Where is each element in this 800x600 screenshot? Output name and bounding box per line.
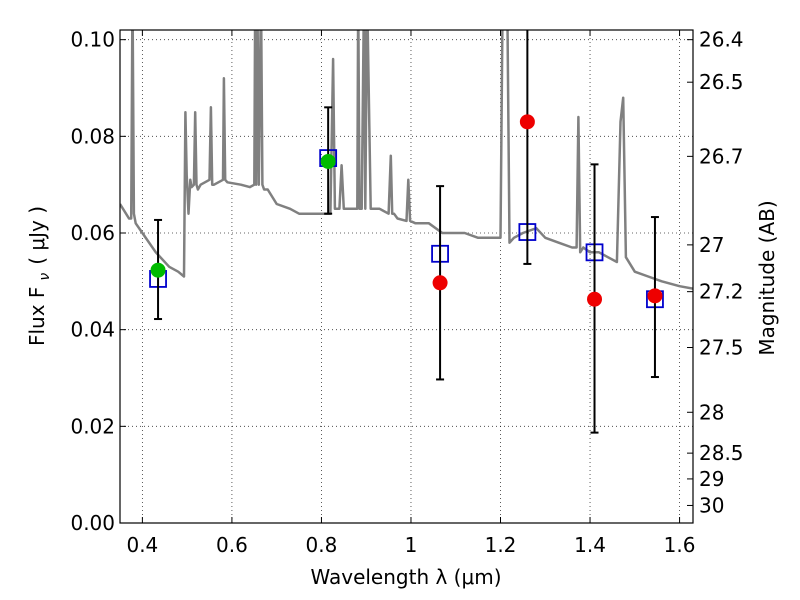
observed-photometry bbox=[150, 114, 663, 307]
observed-point bbox=[519, 114, 535, 130]
x-tick-label: 1 bbox=[405, 533, 418, 557]
plot-frame bbox=[119, 29, 694, 524]
y-tick-label: 0.06 bbox=[70, 221, 115, 245]
observed-point bbox=[150, 262, 166, 278]
spectrum-line bbox=[120, 30, 693, 290]
observed-point bbox=[320, 153, 336, 169]
y-tick-label: 0.04 bbox=[70, 318, 115, 342]
observed-point bbox=[432, 275, 448, 291]
y2-tick-label: 26.5 bbox=[699, 70, 744, 94]
observed-point bbox=[587, 291, 603, 307]
x-tick-label: 1.6 bbox=[664, 533, 696, 557]
y2-tick-label: 28.5 bbox=[699, 441, 744, 465]
y2-tick-label: 26.4 bbox=[699, 28, 744, 52]
y-axis-label-unit: ( μJy ) bbox=[25, 206, 49, 265]
x-tick-label: 1.2 bbox=[485, 533, 517, 557]
y2-tick-label: 28 bbox=[699, 400, 724, 424]
model-spectrum bbox=[120, 30, 693, 290]
y2-axis-label: Magnitude (AB) bbox=[755, 200, 779, 355]
x-axis-label: Wavelength λ (μm) bbox=[310, 565, 501, 589]
x-tick-label: 1.4 bbox=[574, 533, 606, 557]
y-tick-label: 0.02 bbox=[70, 414, 115, 438]
y2-tick-label: 30 bbox=[699, 493, 724, 517]
y-tick-label: 0.00 bbox=[70, 511, 115, 535]
y2-tick-label: 29 bbox=[699, 467, 724, 491]
y2-tick-label: 26.7 bbox=[699, 144, 744, 168]
y2-tick-label: 27 bbox=[699, 233, 724, 257]
x-tick-label: 0.4 bbox=[126, 533, 158, 557]
x-axis: 0.4 0.6 0.8 1 1.2 1.4 1.6 bbox=[126, 30, 695, 557]
x-tick-label: 0.8 bbox=[306, 533, 338, 557]
y-axis: 0.00 0.02 0.04 0.06 0.08 0.10 bbox=[70, 28, 126, 535]
plot-background bbox=[120, 30, 693, 523]
y2-tick-label: 27.2 bbox=[699, 280, 744, 304]
x-tick-label: 0.6 bbox=[216, 533, 248, 557]
y-axis-label: Flux Fν( μJy ) bbox=[25, 206, 53, 346]
y-tick-label: 0.10 bbox=[70, 28, 115, 52]
y-axis-label-sub: ν bbox=[37, 273, 53, 281]
y2-tick-label: 27.5 bbox=[699, 336, 744, 360]
observed-point bbox=[647, 288, 663, 304]
y-tick-label: 0.08 bbox=[70, 124, 115, 148]
